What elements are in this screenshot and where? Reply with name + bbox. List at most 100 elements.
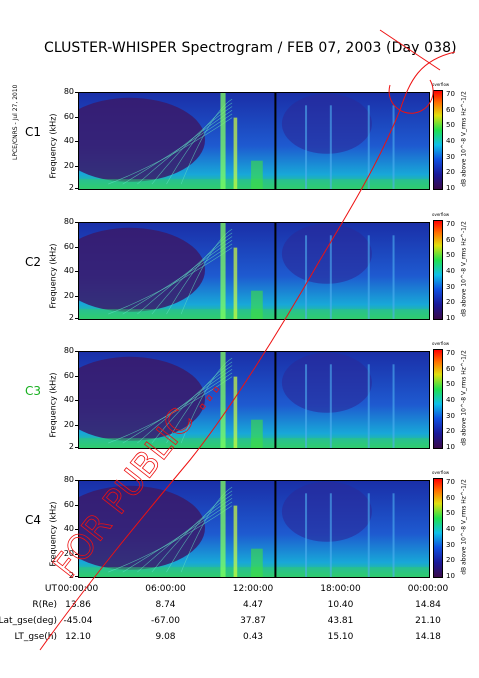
y-tick-label: 60 [63, 370, 74, 380]
y-tick-label: 80 [63, 475, 74, 484]
chart-title: CLUSTER-WHISPER Spectrogram / FEB 07, 20… [44, 40, 457, 56]
emission-burst [220, 223, 226, 319]
streak [392, 235, 395, 319]
y-tick-label: 40 [63, 524, 74, 534]
y-tick-label: 20 [63, 290, 74, 300]
colorbar [433, 478, 443, 578]
streak [367, 364, 370, 448]
streak [305, 493, 308, 577]
streak [329, 105, 332, 189]
ephemeris-value: 15.10 [327, 632, 354, 642]
data-gap-line [274, 223, 277, 319]
colorbar-tick-label: 50 [446, 121, 455, 130]
coverage-bar [78, 342, 430, 356]
colorbar-overflow-label: overflow [432, 212, 450, 217]
colorbar-label: dB above 10^-8 V_rms Hz^-1/2 [460, 221, 468, 317]
ephemeris-label: Lat_gse(deg) [0, 616, 57, 626]
colorbar-tick-label: 50 [446, 251, 455, 260]
ephemeris-value: 10.40 [327, 600, 354, 610]
streak [392, 364, 395, 448]
colorbar-tick-label: 30 [446, 282, 455, 291]
colorbar-tick-label: 70 [446, 90, 455, 98]
emission-burst [233, 247, 238, 319]
colorbar-tick-label: 40 [446, 396, 455, 404]
credit-label: LPCE/CNRS - Jul 27, 2010 [12, 84, 19, 160]
ephemeris-value: 00:00:00 [407, 584, 449, 594]
mid-intensity-region [281, 93, 372, 154]
data-gap-line [274, 93, 277, 189]
streak [305, 364, 308, 448]
ephemeris-row: Lat_gse(deg) -45.04 -67.00 37.87 43.81 21.10 [0, 616, 479, 630]
ephemeris-value: 37.87 [240, 616, 266, 626]
y-tick-label: 80 [63, 217, 74, 226]
emission-burst [233, 376, 238, 448]
streak [367, 493, 370, 577]
colorbar-label: dB above 10^-8 V_rms Hz^-1/2 [460, 91, 468, 187]
spectrogram-plot [78, 92, 430, 190]
spectrogram-plot [78, 351, 430, 449]
spacecraft-label: C2 [25, 255, 42, 269]
streak [329, 364, 332, 448]
y-tick-label: 80 [63, 346, 74, 355]
ephemeris-value: 00:00:00 [57, 584, 99, 594]
y-axis-label: Frequency (kHz) [48, 243, 58, 309]
ephemeris-value: 14.84 [415, 600, 441, 610]
ephemeris-value: 43.81 [327, 616, 354, 626]
colorbar-overflow-label: overflow [432, 341, 450, 346]
colorbar-tick-label: 10 [446, 443, 455, 451]
streak [305, 105, 308, 189]
colorbar-tick-label: 20 [446, 168, 455, 177]
emission-burst [233, 117, 238, 189]
y-axis-label: Frequency (kHz) [48, 372, 58, 438]
streak [329, 493, 332, 577]
streak [367, 105, 370, 189]
streak [305, 235, 308, 319]
spacecraft-label: C3 [25, 384, 42, 398]
coverage-bar [78, 213, 430, 227]
data-gap-line [274, 352, 277, 448]
colorbar-overflow-label: overflow [432, 470, 450, 475]
emission-burst [251, 160, 263, 189]
spacecraft-label: C4 [25, 513, 42, 527]
y-tick-label: 80 [63, 87, 74, 96]
y-tick-label: 20 [63, 160, 74, 170]
y-tick-label: 2 [68, 442, 74, 451]
emission-burst [251, 290, 263, 319]
mid-intensity-region [281, 223, 372, 284]
y-tick-label: 40 [63, 136, 74, 146]
ephemeris-value: 8.74 [155, 600, 176, 610]
ephemeris-value: 12:00:00 [232, 584, 274, 594]
y-axis-label: Frequency (kHz) [48, 501, 58, 567]
spectrogram-panel-c2: C2 Frequency (kHz) 80 60 40 20 2 overflow 70 60 50… [22, 212, 472, 328]
colorbar-tick-label: 50 [446, 509, 455, 518]
colorbar-tick-label: 60 [446, 364, 455, 373]
ephemeris-value: 12.10 [65, 632, 91, 642]
ephemeris-row: UT 00:00:00 06:00:00 12:00:00 18:00:00 00:00:… [0, 584, 479, 598]
emission-burst [220, 93, 226, 189]
colorbar-tick-label: 30 [446, 152, 455, 161]
spectrogram-plot [78, 480, 430, 578]
colorbar-tick-label: 70 [446, 220, 455, 228]
streak [367, 235, 370, 319]
spectrogram-panel-c1: C1 Frequency (kHz) 80 60 40 20 2 overflow 70 60 50… [22, 82, 472, 198]
mid-intensity-region [281, 352, 372, 413]
colorbar-tick-label: 30 [446, 411, 455, 420]
colorbar-tick-label: 40 [446, 525, 455, 533]
spectrogram-panel-c4: C4 Frequency (kHz) 80 60 40 20 2 overflow 70 60 50… [22, 470, 472, 586]
colorbar-label: dB above 10^-8 V_rms Hz^-1/2 [460, 479, 468, 575]
colorbar [433, 349, 443, 449]
ephemeris-value: -45.04 [63, 616, 93, 626]
ephemeris-value: 13.86 [65, 600, 91, 610]
emission-burst [233, 505, 238, 577]
colorbar-tick-label: 60 [446, 235, 455, 244]
colorbar-tick-label: 70 [446, 478, 455, 486]
colorbar [433, 90, 443, 190]
colorbar [433, 220, 443, 320]
y-tick-label: 40 [63, 395, 74, 405]
colorbar-tick-label: 40 [446, 137, 455, 145]
y-tick-label: 60 [63, 499, 74, 509]
colorbar-tick-label: 10 [446, 572, 455, 580]
colorbar-tick-label: 60 [446, 105, 455, 114]
y-tick-label: 40 [63, 266, 74, 276]
ephemeris-value: -67.00 [150, 616, 181, 626]
